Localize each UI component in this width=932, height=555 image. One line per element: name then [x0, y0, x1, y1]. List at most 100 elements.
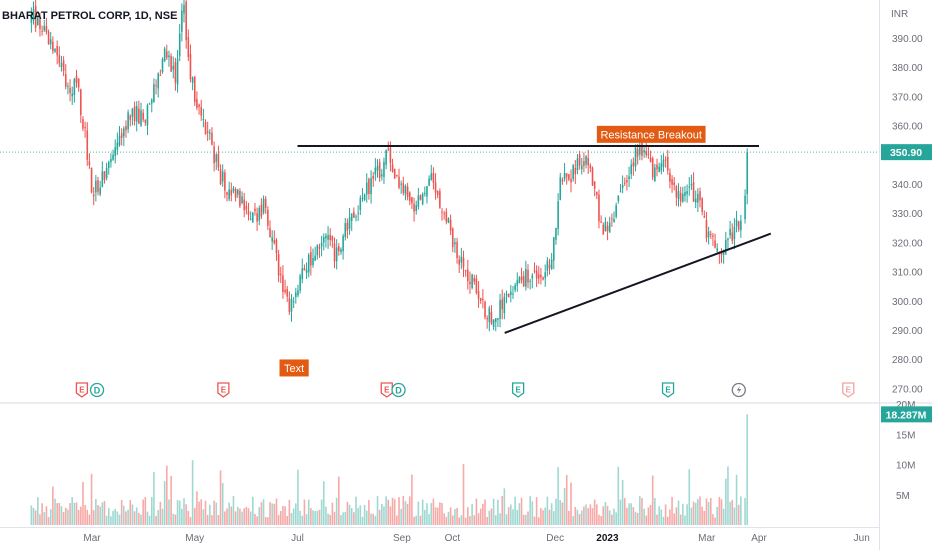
volume-bar[interactable] [172, 513, 175, 525]
volume-bar[interactable] [327, 513, 329, 525]
candle-body[interactable] [258, 207, 261, 221]
candle-body[interactable] [585, 156, 587, 165]
volume-bar[interactable] [679, 514, 682, 525]
volume-bar[interactable] [56, 503, 58, 525]
candle-body[interactable] [174, 62, 177, 83]
candle-body[interactable] [196, 99, 198, 108]
volume-bar[interactable] [475, 498, 478, 525]
candle-body[interactable] [477, 291, 480, 299]
candle-body[interactable] [619, 191, 622, 193]
volume-bar[interactable] [215, 502, 218, 525]
volume-bar[interactable] [484, 499, 486, 525]
volume-bar[interactable] [256, 516, 258, 525]
candle-body[interactable] [449, 220, 452, 231]
candle-body[interactable] [219, 169, 222, 185]
volume-bar[interactable] [193, 507, 196, 525]
candle-body[interactable] [153, 84, 155, 102]
volume-bar[interactable] [292, 508, 295, 525]
candle-body[interactable] [359, 198, 362, 211]
volume-bar[interactable] [340, 515, 342, 525]
candle-body[interactable] [288, 298, 291, 313]
volume-bar[interactable] [492, 498, 495, 525]
volume-bar[interactable] [359, 505, 362, 525]
volume-bar[interactable] [729, 501, 731, 525]
candle-body[interactable] [611, 218, 613, 220]
earnings-icon[interactable] [842, 382, 855, 398]
candle-body[interactable] [350, 213, 353, 222]
candle-body[interactable] [701, 198, 703, 212]
candle-body[interactable] [206, 131, 209, 133]
candle-body[interactable] [73, 78, 76, 96]
candle-body[interactable] [338, 246, 340, 252]
volume-bar[interactable] [746, 414, 749, 525]
volume-bar[interactable] [92, 510, 95, 525]
volume-bar[interactable] [286, 516, 289, 525]
volume-bar[interactable] [664, 504, 667, 525]
candle-body[interactable] [155, 85, 157, 87]
candle-body[interactable] [737, 221, 740, 230]
candle-body[interactable] [125, 126, 127, 131]
candle-body[interactable] [568, 174, 570, 180]
candle-body[interactable] [707, 231, 710, 238]
volume-bar[interactable] [150, 496, 153, 525]
candle-body[interactable] [150, 99, 153, 104]
candle-body[interactable] [518, 277, 521, 284]
candle-body[interactable] [464, 270, 467, 272]
volume-bar[interactable] [305, 514, 308, 525]
volume-bar[interactable] [243, 508, 246, 525]
volume-bar[interactable] [600, 516, 602, 525]
candle-body[interactable] [649, 157, 652, 163]
annotation-label[interactable]: Text [279, 359, 309, 377]
volume-bar[interactable] [247, 508, 250, 525]
volume-bar[interactable] [273, 503, 276, 525]
volume-bar[interactable] [712, 514, 714, 525]
volume-bar[interactable] [58, 503, 61, 525]
candle-body[interactable] [312, 258, 314, 266]
volume-bar[interactable] [88, 514, 91, 525]
volume-bar[interactable] [252, 496, 254, 525]
candle-body[interactable] [514, 285, 516, 290]
candle-body[interactable] [712, 235, 714, 237]
candle-body[interactable] [479, 297, 482, 301]
volume-bar[interactable] [619, 499, 622, 525]
volume-bar[interactable] [553, 511, 555, 525]
candle-body[interactable] [643, 150, 645, 153]
candle-body[interactable] [64, 74, 67, 87]
annotation-label[interactable]: Resistance Breakout [596, 125, 706, 143]
volume-bar[interactable] [73, 502, 76, 525]
volume-bar[interactable] [185, 504, 187, 525]
volume-bar[interactable] [241, 511, 243, 525]
volume-bar[interactable] [583, 506, 585, 525]
volume-bar[interactable] [157, 510, 160, 525]
volume-bar[interactable] [163, 481, 166, 525]
volume-bar[interactable] [331, 502, 334, 525]
candle-body[interactable] [39, 19, 41, 30]
candle-body[interactable] [557, 201, 559, 229]
volume-bar[interactable] [447, 511, 450, 525]
candle-body[interactable] [92, 194, 95, 197]
candle-body[interactable] [666, 156, 669, 171]
candle-body[interactable] [273, 239, 276, 244]
volume-bar[interactable] [107, 508, 110, 525]
candle-body[interactable] [353, 211, 355, 218]
volume-bar[interactable] [522, 514, 525, 525]
volume-bar[interactable] [439, 502, 441, 525]
candle-body[interactable] [608, 222, 611, 233]
volume-bar[interactable] [320, 499, 323, 525]
volume-bar[interactable] [148, 515, 151, 525]
candle-body[interactable] [282, 275, 284, 293]
volume-bar[interactable] [271, 503, 273, 525]
volume-bar[interactable] [688, 469, 691, 525]
candle-body[interactable] [58, 55, 61, 64]
candle-body[interactable] [271, 237, 273, 242]
candle-body[interactable] [725, 240, 727, 254]
candle-body[interactable] [95, 180, 97, 193]
candle-body[interactable] [116, 142, 119, 150]
candle-body[interactable] [462, 257, 465, 268]
price-axis[interactable]: 270.00 280.00 290.00 300.00 310.00 320.00 330.… [881, 34, 932, 395]
volume-bar[interactable] [630, 503, 633, 525]
candle-body[interactable] [417, 195, 420, 207]
volume-bar[interactable] [49, 509, 52, 525]
volume-bar[interactable] [649, 504, 652, 525]
